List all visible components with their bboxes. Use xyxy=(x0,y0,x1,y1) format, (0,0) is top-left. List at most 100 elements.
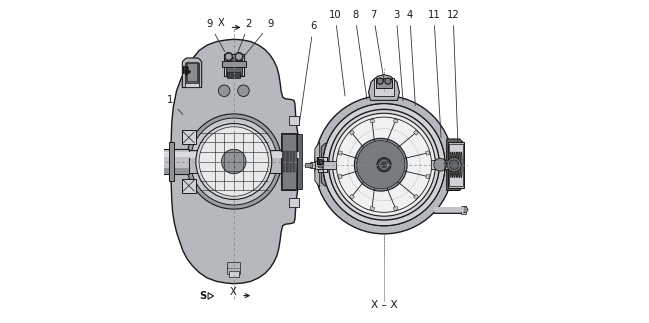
Bar xyxy=(305,163,312,167)
Text: 6: 6 xyxy=(300,21,317,120)
Circle shape xyxy=(449,160,459,170)
Circle shape xyxy=(225,52,233,61)
Text: 10: 10 xyxy=(329,10,345,96)
Text: 11: 11 xyxy=(428,10,441,138)
Circle shape xyxy=(357,141,405,189)
Bar xyxy=(223,54,244,76)
Bar xyxy=(186,62,199,83)
Bar xyxy=(284,151,285,172)
Text: 2: 2 xyxy=(238,19,252,52)
Text: X: X xyxy=(230,287,236,297)
Circle shape xyxy=(317,162,324,168)
Polygon shape xyxy=(426,174,430,179)
Bar xyxy=(434,206,465,213)
Bar xyxy=(221,60,246,67)
Bar xyxy=(282,134,296,189)
Text: 4: 4 xyxy=(407,10,415,106)
Bar xyxy=(226,57,241,75)
Text: 9: 9 xyxy=(245,19,274,55)
Polygon shape xyxy=(369,75,399,100)
Polygon shape xyxy=(413,194,419,199)
Polygon shape xyxy=(447,139,465,191)
Bar xyxy=(448,141,464,188)
Bar xyxy=(162,149,190,174)
Ellipse shape xyxy=(385,78,391,84)
Polygon shape xyxy=(393,206,398,211)
Circle shape xyxy=(377,78,384,84)
Circle shape xyxy=(238,85,249,97)
Circle shape xyxy=(218,85,230,97)
Circle shape xyxy=(323,104,445,226)
Bar xyxy=(293,151,294,172)
Bar xyxy=(288,151,289,172)
Ellipse shape xyxy=(377,78,383,84)
Bar xyxy=(296,151,297,172)
Text: S: S xyxy=(200,291,207,301)
Circle shape xyxy=(434,158,447,171)
Circle shape xyxy=(186,114,282,209)
Bar xyxy=(450,156,458,174)
Bar xyxy=(229,272,239,277)
Polygon shape xyxy=(426,151,430,155)
Bar xyxy=(290,151,291,172)
Polygon shape xyxy=(182,58,202,88)
Circle shape xyxy=(235,52,243,61)
Bar xyxy=(289,199,299,207)
Ellipse shape xyxy=(452,152,454,178)
Ellipse shape xyxy=(454,152,455,178)
Ellipse shape xyxy=(236,53,243,60)
Text: 8: 8 xyxy=(352,10,367,99)
Ellipse shape xyxy=(225,53,232,60)
Text: 9: 9 xyxy=(206,19,225,52)
Bar xyxy=(376,78,393,88)
Polygon shape xyxy=(186,68,190,75)
Polygon shape xyxy=(370,119,374,123)
Ellipse shape xyxy=(459,152,460,178)
Text: 12: 12 xyxy=(447,10,459,143)
Bar xyxy=(286,151,287,172)
Bar xyxy=(297,134,302,189)
Polygon shape xyxy=(370,206,374,211)
Bar xyxy=(294,151,295,172)
Bar xyxy=(289,116,299,124)
Text: X: X xyxy=(218,18,225,28)
Bar xyxy=(298,136,301,187)
Text: L: L xyxy=(315,157,321,166)
Bar xyxy=(315,161,357,169)
Polygon shape xyxy=(393,119,398,123)
Circle shape xyxy=(328,109,439,220)
Bar xyxy=(190,150,299,173)
Circle shape xyxy=(190,118,277,205)
Bar xyxy=(287,151,288,172)
Bar xyxy=(434,207,465,212)
Text: X – X: X – X xyxy=(371,300,397,310)
Bar xyxy=(318,157,327,172)
Text: 7: 7 xyxy=(370,10,384,82)
Ellipse shape xyxy=(450,152,452,178)
Polygon shape xyxy=(349,130,354,135)
Bar xyxy=(162,152,190,157)
Circle shape xyxy=(336,117,432,212)
Circle shape xyxy=(332,113,435,216)
Circle shape xyxy=(354,138,407,191)
Circle shape xyxy=(385,78,391,84)
Text: P: P xyxy=(180,67,188,77)
Bar xyxy=(190,152,299,158)
Polygon shape xyxy=(315,142,320,187)
Bar xyxy=(291,151,292,172)
Bar xyxy=(461,206,466,214)
Polygon shape xyxy=(338,151,342,155)
Bar xyxy=(162,168,190,174)
Bar xyxy=(281,132,297,191)
Circle shape xyxy=(196,124,272,199)
Polygon shape xyxy=(170,39,299,284)
Bar xyxy=(227,72,240,78)
Circle shape xyxy=(221,149,246,174)
Ellipse shape xyxy=(456,152,457,178)
Polygon shape xyxy=(338,174,342,179)
Bar xyxy=(182,179,196,193)
Circle shape xyxy=(315,160,326,170)
Polygon shape xyxy=(349,194,354,199)
Bar xyxy=(169,142,175,181)
Bar xyxy=(227,262,240,274)
